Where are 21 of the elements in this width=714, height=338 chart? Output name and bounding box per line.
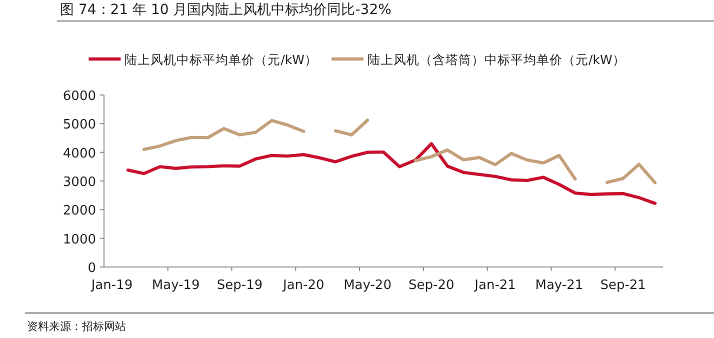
x-tick-label: May-20 xyxy=(344,278,392,293)
y-tick-label: 5000 xyxy=(62,118,96,133)
y-tick-label: 3000 xyxy=(62,175,96,190)
x-tick-label: Sep-21 xyxy=(600,278,646,293)
legend-label: 陆上风机中标平均单价（元/kW） xyxy=(124,52,318,67)
x-tick-label: Sep-19 xyxy=(216,278,263,293)
x-tick-label: May-21 xyxy=(535,278,584,293)
x-tick-label: Jan-20 xyxy=(282,278,324,293)
text: 资料来源：招标网站 xyxy=(27,320,126,333)
x-tick-label: Sep-20 xyxy=(408,278,454,293)
y-tick-label: 2000 xyxy=(62,204,96,219)
y-tick-label: 4000 xyxy=(62,146,96,162)
legend-label: 陆上风机（含塔筒）中标平均单价（元/kW） xyxy=(368,52,626,67)
x-tick-label: Jan-21 xyxy=(474,278,516,293)
x-tick-label: Jan-19 xyxy=(90,278,133,293)
chart-title: 图 74：21 年 10 月国内陆上风机中标均价同比-32% xyxy=(60,2,392,18)
x-tick-label: May-19 xyxy=(152,278,200,293)
y-tick-label: 1000 xyxy=(62,232,96,248)
y-tick-label: 0 xyxy=(88,261,96,276)
y-tick-label: 6000 xyxy=(62,89,96,104)
line-series xyxy=(126,142,657,205)
